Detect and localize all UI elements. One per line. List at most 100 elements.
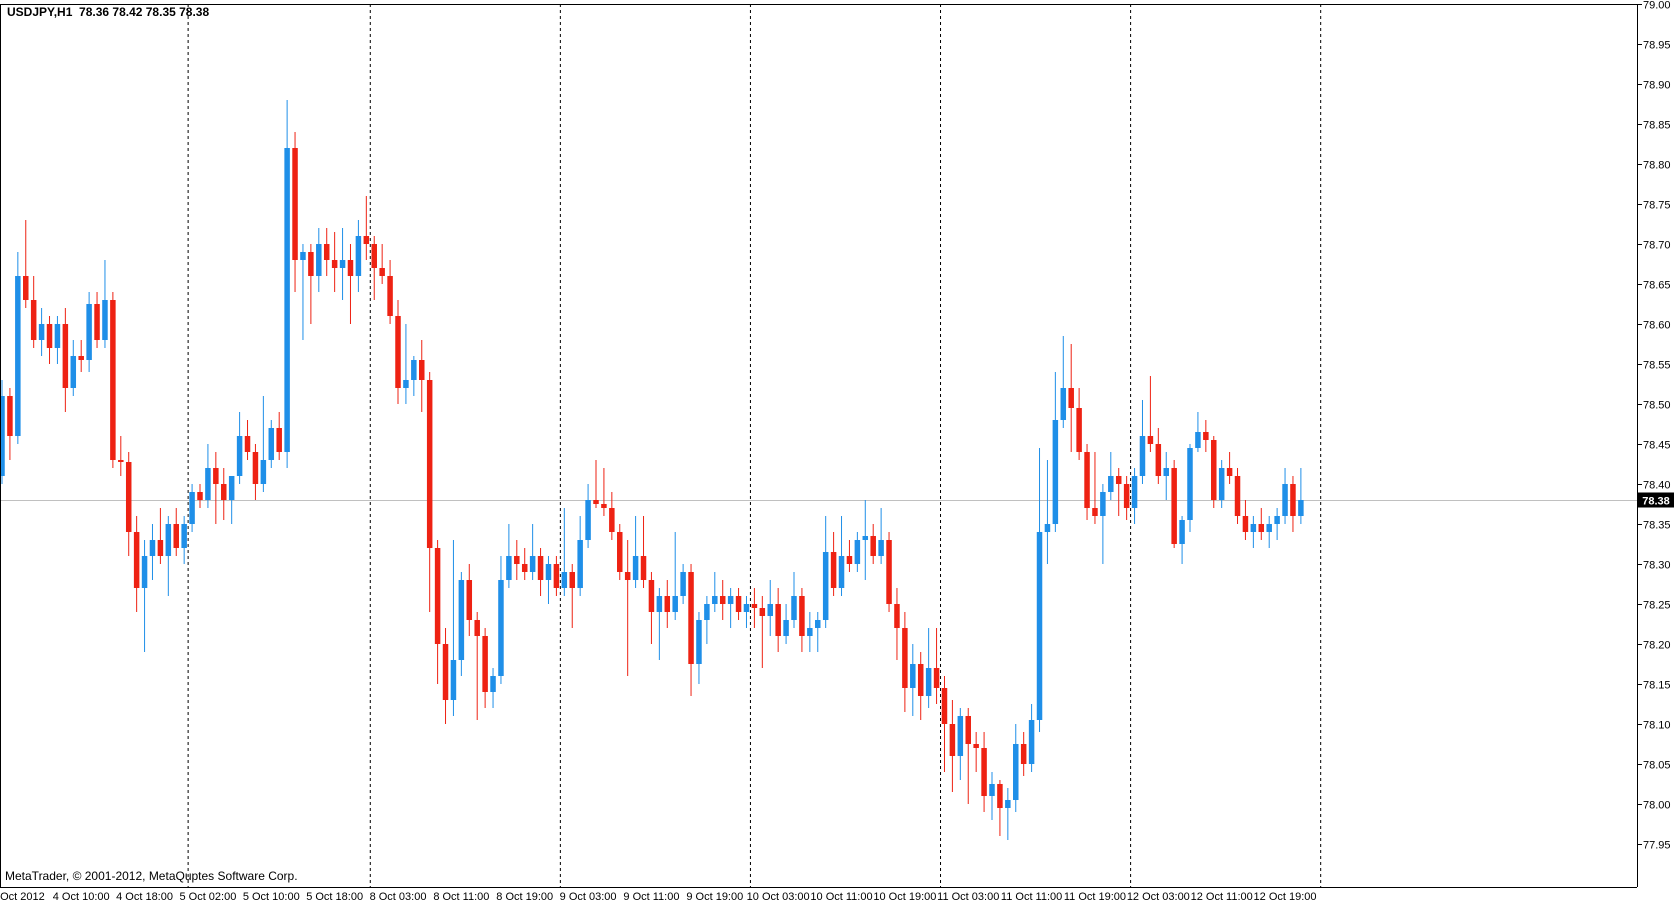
candle-body-down (941, 688, 948, 724)
candle-body-down (981, 748, 987, 796)
time-axis[interactable]: 4 Oct 2012 4 Oct 10:00 4 Oct 18:00 5 Oct 02… (0, 891, 1317, 903)
candle-body-up (70, 356, 77, 388)
candle-body-up (149, 540, 156, 556)
price-tick-label: 78.85 (1643, 120, 1671, 132)
candle-body-up (585, 500, 591, 540)
candle-body-up (403, 380, 409, 388)
candle-body-down (1155, 444, 1162, 476)
price-tick-label: 78.80 (1643, 160, 1671, 172)
candle-body-down (426, 380, 433, 548)
candle-body-down (601, 504, 607, 508)
candle-body-down (1234, 476, 1241, 516)
candle-body-down (466, 580, 473, 620)
candle-body-down (197, 492, 203, 500)
candle-body-down (23, 276, 29, 300)
candle-body-down (419, 360, 425, 380)
candles-group (0, 100, 1304, 840)
candle-body-down (1171, 468, 1177, 544)
candle-body-up (1036, 532, 1043, 720)
time-tick-label: 11 Oct 11:00 (1001, 891, 1062, 903)
candle-body-up (228, 476, 235, 500)
candle-body-up (38, 324, 45, 340)
candle-body-up (165, 524, 172, 556)
candle-body-up (86, 304, 92, 360)
time-tick-label: 10 Oct 11:00 (810, 891, 872, 903)
candle-body-down (94, 304, 100, 340)
price-tick-label: 78.65 (1643, 280, 1671, 292)
time-tick-label: 4 Oct 2012 (0, 891, 45, 903)
candle-body-up (815, 620, 821, 628)
price-tick-label: 77.95 (1643, 840, 1671, 852)
candle-body-up (316, 244, 322, 276)
candle-body-up (925, 668, 932, 696)
time-tick-label: 11 Oct 03:00 (937, 891, 999, 903)
time-tick-label: 5 Oct 02:00 (179, 891, 236, 903)
price-tick-label: 78.60 (1643, 320, 1671, 332)
candle-body-down (1211, 440, 1217, 500)
price-tick-label: 78.00 (1643, 800, 1671, 812)
price-tick-label: 78.15 (1643, 680, 1671, 692)
candle-body-down (1084, 452, 1090, 508)
price-tick-label: 78.50 (1643, 400, 1671, 412)
candle-body-down (949, 724, 956, 756)
candle-body-down (434, 548, 441, 644)
candle-body-down (830, 552, 837, 588)
price-axis[interactable]: 79.00 78.95 78.90 78.85 78.80 78.75 78.70 78.65… (1637, 0, 1671, 852)
candle-body-down (1123, 484, 1130, 508)
current-price-marker-value: 78.38 (1642, 496, 1670, 508)
candle-body-down (870, 536, 876, 556)
candle-body-down (609, 508, 615, 532)
candle-body-up (1052, 420, 1059, 524)
time-tick-label: 8 Oct 03:00 (370, 891, 427, 903)
candle-body-down (624, 572, 631, 580)
candle-body-down (719, 596, 726, 604)
candle-body-down (173, 524, 179, 548)
candle-body-up (854, 540, 861, 564)
candle-body-down (1226, 468, 1233, 476)
candle-body-down (62, 324, 69, 388)
candle-body-up (1179, 520, 1185, 544)
price-tick-label: 78.05 (1643, 760, 1671, 772)
candle-body-down (323, 244, 330, 260)
candle-body-down (688, 572, 694, 664)
price-tick-label: 78.70 (1643, 240, 1671, 252)
candle-body-down (553, 564, 560, 588)
candle-body-down (387, 276, 393, 316)
candle-body-down (514, 556, 520, 564)
candle-body-down (244, 436, 251, 452)
candle-body-up (0, 396, 5, 476)
candle-body-up (807, 628, 813, 636)
price-tick-label: 78.35 (1643, 520, 1671, 532)
candle-body-up (822, 552, 829, 620)
price-tick-label: 78.30 (1643, 560, 1671, 572)
time-tick-label: 5 Oct 10:00 (243, 891, 300, 903)
candle-body-down (30, 300, 37, 340)
time-tick-label: 9 Oct 11:00 (623, 891, 679, 903)
candle-body-up (1139, 436, 1146, 476)
candle-body-up (529, 556, 536, 572)
price-tick-label: 78.10 (1643, 720, 1671, 732)
candle-body-up (205, 468, 211, 500)
time-tick-label: 4 Oct 10:00 (53, 891, 110, 903)
candle-body-up (632, 556, 639, 580)
candle-body-up (1108, 476, 1114, 492)
candle-body-down (482, 636, 488, 692)
candle-body-up (1218, 468, 1225, 500)
candle-body-down (308, 252, 314, 276)
candle-body-up (268, 428, 275, 460)
candle-body-down (537, 556, 544, 580)
candle-body-up (696, 620, 702, 664)
candle-body-down (933, 668, 940, 688)
candle-body-down (521, 564, 528, 572)
candle-body-down (1115, 476, 1122, 484)
candle-body-down (331, 260, 338, 268)
time-tick-label: 5 Oct 18:00 (306, 891, 363, 903)
candle-body-down (648, 580, 655, 612)
candle-body-up (791, 596, 797, 620)
candle-body-up (506, 556, 512, 580)
candle-body-down (157, 540, 164, 556)
candle-body-down (1076, 408, 1082, 452)
